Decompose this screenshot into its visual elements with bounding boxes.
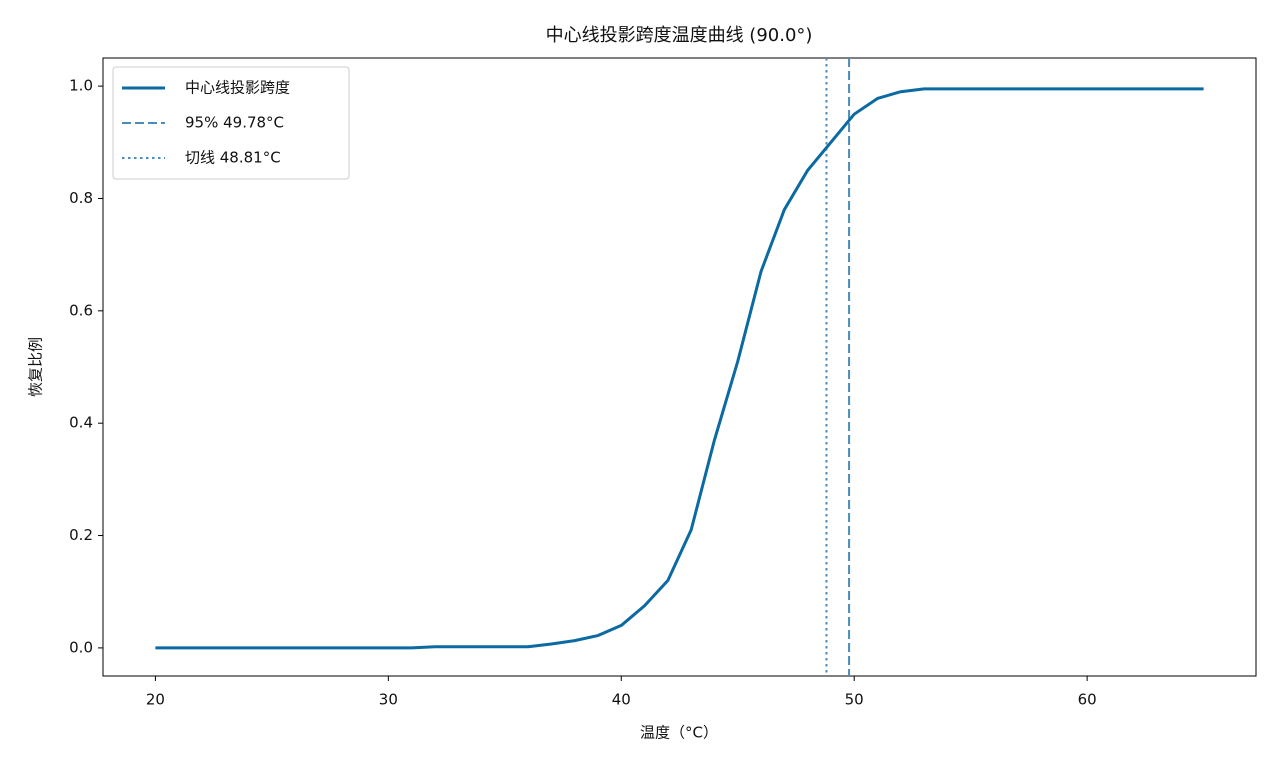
- legend-frame: [112, 66, 350, 180]
- legend: 中心线投影跨度 95% 49.78°C 切线 48.81°C: [112, 66, 350, 180]
- legend-label: 切线 48.81°C: [185, 149, 281, 167]
- x-tick-label: 30: [379, 691, 398, 709]
- y-tick-label: 0.0: [69, 638, 93, 656]
- plot-frame: [102, 57, 1257, 677]
- y-tick-label: 0.6: [69, 301, 93, 319]
- legend-label: 中心线投影跨度: [185, 79, 290, 97]
- legend-label: 95% 49.78°C: [185, 114, 284, 132]
- x-tick-label: 60: [1078, 691, 1097, 709]
- y-tick-label: 1.0: [69, 77, 93, 95]
- chart-title: 中心线投影跨度温度曲线 (90.0°): [546, 25, 813, 46]
- x-tick-label: 40: [612, 691, 631, 709]
- y-tick-label: 0.4: [69, 414, 93, 432]
- data-line: [155, 87, 1204, 650]
- x-tick-label: 50: [845, 691, 864, 709]
- x-tick-label: 20: [146, 691, 165, 709]
- x-axis-label: 温度（°C）: [640, 724, 718, 742]
- y-tick-label: 0.2: [69, 526, 93, 544]
- y-axis-label: 恢复比例: [27, 337, 45, 397]
- y-tick-label: 0.8: [69, 189, 93, 207]
